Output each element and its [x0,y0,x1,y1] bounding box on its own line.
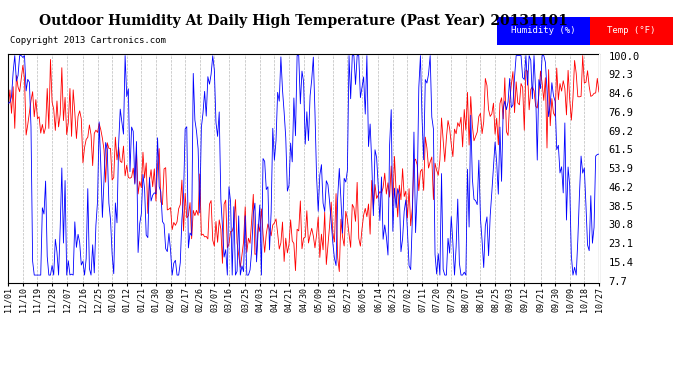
Bar [590,17,673,45]
Text: Outdoor Humidity At Daily High Temperature (Past Year) 20131101: Outdoor Humidity At Daily High Temperatu… [39,13,568,27]
Text: Humidity (%): Humidity (%) [511,26,575,36]
Text: Temp (°F): Temp (°F) [607,26,656,36]
Text: Copyright 2013 Cartronics.com: Copyright 2013 Cartronics.com [10,36,166,45]
Bar [497,17,590,45]
